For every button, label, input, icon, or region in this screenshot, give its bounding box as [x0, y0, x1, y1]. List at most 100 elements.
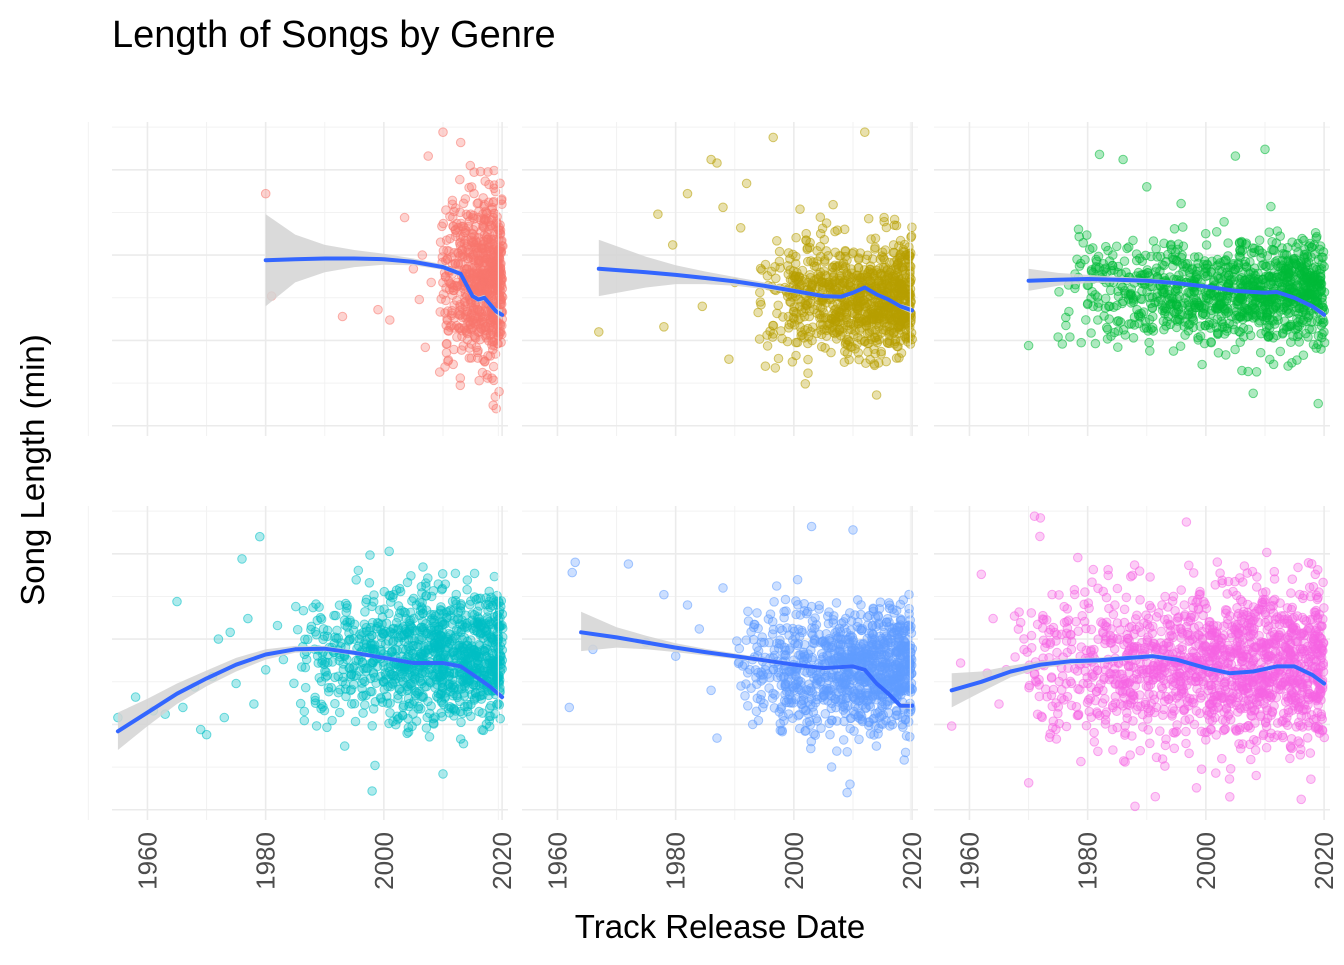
scatter-point: [400, 608, 409, 617]
scatter-point: [1269, 304, 1278, 313]
scatter-point: [872, 742, 881, 751]
scatter-point: [1265, 321, 1274, 330]
scatter-point: [809, 258, 818, 267]
scatter-point: [902, 333, 911, 342]
scatter-point: [1177, 199, 1186, 208]
scatter-point: [771, 691, 780, 700]
scatter-point: [475, 207, 484, 216]
scatter-point: [846, 724, 855, 733]
scatter-point: [733, 637, 742, 646]
scatter-point: [1287, 338, 1296, 347]
scatter-point: [408, 672, 417, 681]
scatter-point: [860, 337, 869, 346]
scatter-point: [828, 716, 837, 725]
scatter-point: [1286, 322, 1295, 331]
scatter-point: [340, 742, 349, 751]
scatter-point: [781, 595, 790, 604]
scatter-point: [698, 302, 707, 311]
scatter-point: [761, 362, 770, 371]
scatter-point: [774, 301, 783, 310]
scatter-point: [884, 709, 893, 718]
scatter-point: [766, 327, 775, 336]
scatter-point: [488, 240, 497, 249]
scatter-point: [299, 606, 308, 615]
scatter-point: [1101, 294, 1110, 303]
scatter-point: [1141, 251, 1150, 260]
scatter-point: [323, 723, 332, 732]
scatter-point: [1166, 320, 1175, 329]
scatter-point: [496, 329, 505, 338]
scatter-point: [1113, 317, 1122, 326]
scatter-point: [436, 308, 445, 317]
scatter-point: [1224, 239, 1233, 248]
scatter-point: [736, 224, 745, 233]
scatter-point: [1082, 316, 1091, 325]
scatter-point: [895, 684, 904, 693]
scatter-point: [1249, 277, 1258, 286]
scatter-point: [1179, 223, 1188, 232]
scatter-point: [839, 618, 848, 627]
scatter-point: [854, 349, 863, 358]
scatter-point: [418, 589, 427, 598]
scatter-point: [469, 238, 478, 247]
scatter-point: [823, 684, 832, 693]
scatter-point: [1240, 276, 1249, 285]
scatter-point: [311, 628, 320, 637]
scatter-point: [131, 693, 140, 702]
scatter-point: [343, 604, 352, 613]
scatter-point: [1153, 293, 1162, 302]
scatter-point: [476, 281, 485, 290]
scatter-point: [1299, 351, 1308, 360]
scatter-point: [450, 207, 459, 216]
scatter-point: [843, 748, 852, 757]
scatter-point: [771, 364, 780, 373]
scatter-point: [496, 614, 505, 623]
scatter-point: [445, 709, 454, 718]
scatter-point: [463, 576, 472, 585]
scatter-point: [440, 636, 449, 645]
scatter-point: [469, 663, 478, 672]
scatter-point: [483, 209, 492, 218]
scatter-point: [485, 621, 494, 630]
scatter-point: [1055, 288, 1064, 297]
scatter-point: [453, 219, 462, 228]
scatter-point: [458, 247, 467, 256]
scatter-point: [1282, 257, 1291, 266]
scatter-point: [1024, 341, 1033, 350]
scatter-point: [462, 328, 471, 337]
scatter-point: [439, 290, 448, 299]
scatter-point: [1149, 237, 1158, 246]
scatter-point: [438, 570, 447, 579]
scatter-point: [1085, 245, 1094, 254]
scatter-point: [1161, 303, 1170, 312]
scatter-point: [1241, 257, 1250, 266]
scatter-point: [368, 722, 377, 731]
scatter-point: [485, 691, 494, 700]
scatter-point: [894, 323, 903, 332]
scatter-point: [838, 328, 847, 337]
scatter-point: [400, 213, 409, 222]
scatter-point: [496, 179, 505, 188]
scatter-point: [434, 644, 443, 653]
scatter-point: [660, 590, 669, 599]
scatter-point: [1077, 338, 1086, 347]
scatter-point: [1236, 248, 1245, 257]
scatter-point: [475, 692, 484, 701]
scatter-point: [1186, 303, 1195, 312]
scatter-point: [393, 712, 402, 721]
scatter-point: [817, 724, 826, 733]
scatter-point: [776, 636, 785, 645]
scatter-point: [595, 328, 604, 337]
scatter-point: [1284, 309, 1293, 318]
scatter-point: [1143, 266, 1152, 275]
scatter-point: [807, 744, 816, 753]
scatter-point: [320, 632, 329, 641]
scatter-point: [668, 241, 677, 250]
scatter-point: [816, 213, 825, 222]
scatter-point: [324, 684, 333, 693]
scatter-point: [756, 288, 765, 297]
scatter-point: [434, 580, 443, 589]
scatter-point: [341, 680, 350, 689]
scatter-point: [907, 232, 916, 241]
scatter-point: [448, 620, 457, 629]
